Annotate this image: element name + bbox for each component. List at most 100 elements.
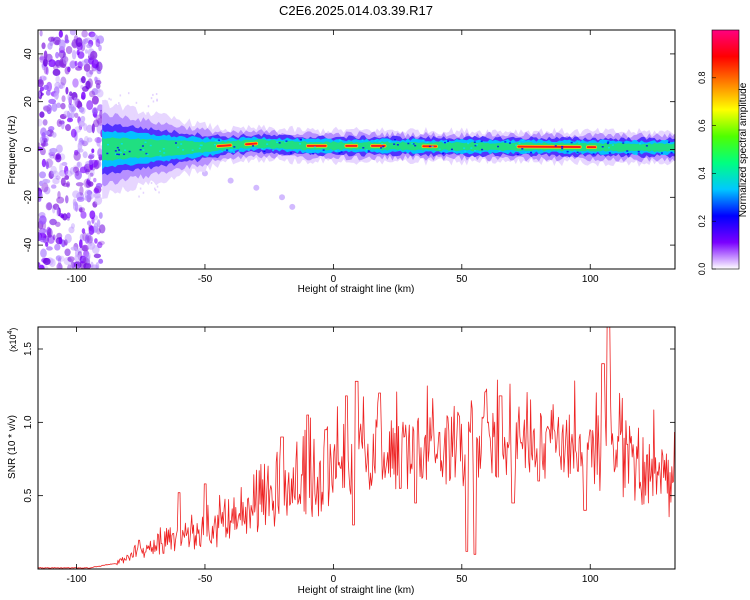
band-speck xyxy=(396,144,399,146)
noise-speck xyxy=(108,97,110,100)
noise-blotch xyxy=(85,168,90,175)
noise-blotch xyxy=(56,206,60,217)
band-speck xyxy=(470,147,473,149)
noise-blotch xyxy=(50,36,56,42)
noise-blotch xyxy=(64,66,70,75)
noise-blotch xyxy=(45,242,49,247)
band-speck xyxy=(174,142,177,144)
band-speck xyxy=(142,149,145,151)
heatmap-layer xyxy=(38,30,675,269)
x-tick-label: 100 xyxy=(582,274,599,285)
band-speck xyxy=(124,149,127,152)
noise-blotch xyxy=(95,182,103,189)
band-speck xyxy=(338,152,341,154)
band-speck xyxy=(233,151,236,154)
colorbar: 0.0 0.2 0.4 0.6 0.8 Normalized spectral ampl… xyxy=(697,29,749,275)
tail-dot xyxy=(289,203,296,210)
band-speck xyxy=(312,152,315,155)
band-speck xyxy=(444,141,447,144)
noise-blotch xyxy=(96,89,104,98)
band-speck xyxy=(638,142,641,145)
band-speck xyxy=(120,143,123,145)
band-speck xyxy=(667,141,670,143)
noise-blotch xyxy=(89,168,95,177)
noise-blotch xyxy=(77,161,81,168)
noise-blotch xyxy=(60,119,65,130)
band-speck xyxy=(139,149,142,151)
noise-blotch xyxy=(81,91,86,100)
band-speck xyxy=(442,152,445,155)
noise-blotch xyxy=(60,59,67,68)
noise-blotch xyxy=(78,120,85,127)
x-tick-label: -100 xyxy=(67,574,87,585)
noise-blotch xyxy=(83,178,91,188)
noise-blotch xyxy=(82,85,89,92)
band-speck xyxy=(473,141,476,143)
noise-blotch xyxy=(82,39,86,45)
noise-speck xyxy=(155,93,158,96)
band-speck xyxy=(182,149,185,151)
noise-blotch xyxy=(96,241,103,249)
band-speck xyxy=(431,145,434,148)
noise-blotch xyxy=(48,98,57,104)
band-speck xyxy=(149,144,152,147)
noise-blotch xyxy=(84,234,90,244)
noise-blotch xyxy=(43,186,51,195)
x-tick-label: 50 xyxy=(456,574,468,585)
band-speck xyxy=(216,140,219,143)
band-speck xyxy=(626,150,629,152)
band-speck xyxy=(378,141,381,143)
noise-blotch xyxy=(48,36,55,42)
band-speck xyxy=(145,152,148,155)
band-speck xyxy=(362,147,365,149)
noise-blotch xyxy=(82,151,88,159)
top-y-axis: -40 -20 0 20 40 xyxy=(23,48,675,252)
band-speck xyxy=(554,145,557,147)
band-speck xyxy=(576,151,579,154)
band-speck xyxy=(163,152,166,154)
noise-blotch xyxy=(88,31,96,38)
noise-blotch xyxy=(77,247,83,254)
noise-blotch xyxy=(81,228,86,234)
colorbar-ticks: 0.0 0.2 0.4 0.6 0.8 xyxy=(697,72,716,275)
noise-blotch xyxy=(73,261,82,269)
noise-blotch xyxy=(45,161,49,170)
band-speck xyxy=(107,143,110,146)
noise-blotch xyxy=(98,258,104,264)
band-speck xyxy=(123,153,126,156)
band-speck xyxy=(561,147,564,150)
noise-blotch xyxy=(70,61,76,69)
noise-blotch xyxy=(53,92,59,100)
band-speck xyxy=(146,153,149,156)
noise-blotch xyxy=(95,114,103,125)
noise-blotch xyxy=(42,76,48,81)
noise-blotch xyxy=(75,182,84,187)
band-speck xyxy=(114,150,117,152)
band-speck xyxy=(276,141,279,144)
x-tick-label: -50 xyxy=(198,274,213,285)
noise-blotch xyxy=(48,59,56,68)
noise-blotch xyxy=(41,182,49,193)
band-speck xyxy=(611,144,614,146)
band-speck xyxy=(561,145,564,148)
noise-blotch xyxy=(43,64,48,75)
band-speck xyxy=(177,146,180,149)
noise-blotch xyxy=(96,35,105,44)
band-speck xyxy=(608,152,611,154)
noise-speck xyxy=(152,100,155,103)
colorbar-tick-label: 0.4 xyxy=(697,167,707,180)
band-speck xyxy=(474,144,477,147)
noise-blotch xyxy=(81,30,88,38)
noise-blotch xyxy=(83,135,90,146)
band-speck xyxy=(438,148,441,150)
band-speck xyxy=(361,139,364,141)
noise-blotch xyxy=(81,244,89,252)
noise-blotch xyxy=(61,161,68,166)
noise-blotch xyxy=(69,167,76,175)
noise-blotch xyxy=(43,50,48,61)
band-speck xyxy=(516,153,519,156)
noise-speck xyxy=(147,105,150,108)
noise-blotch xyxy=(74,265,80,269)
x-tick-label: 0 xyxy=(331,574,337,585)
